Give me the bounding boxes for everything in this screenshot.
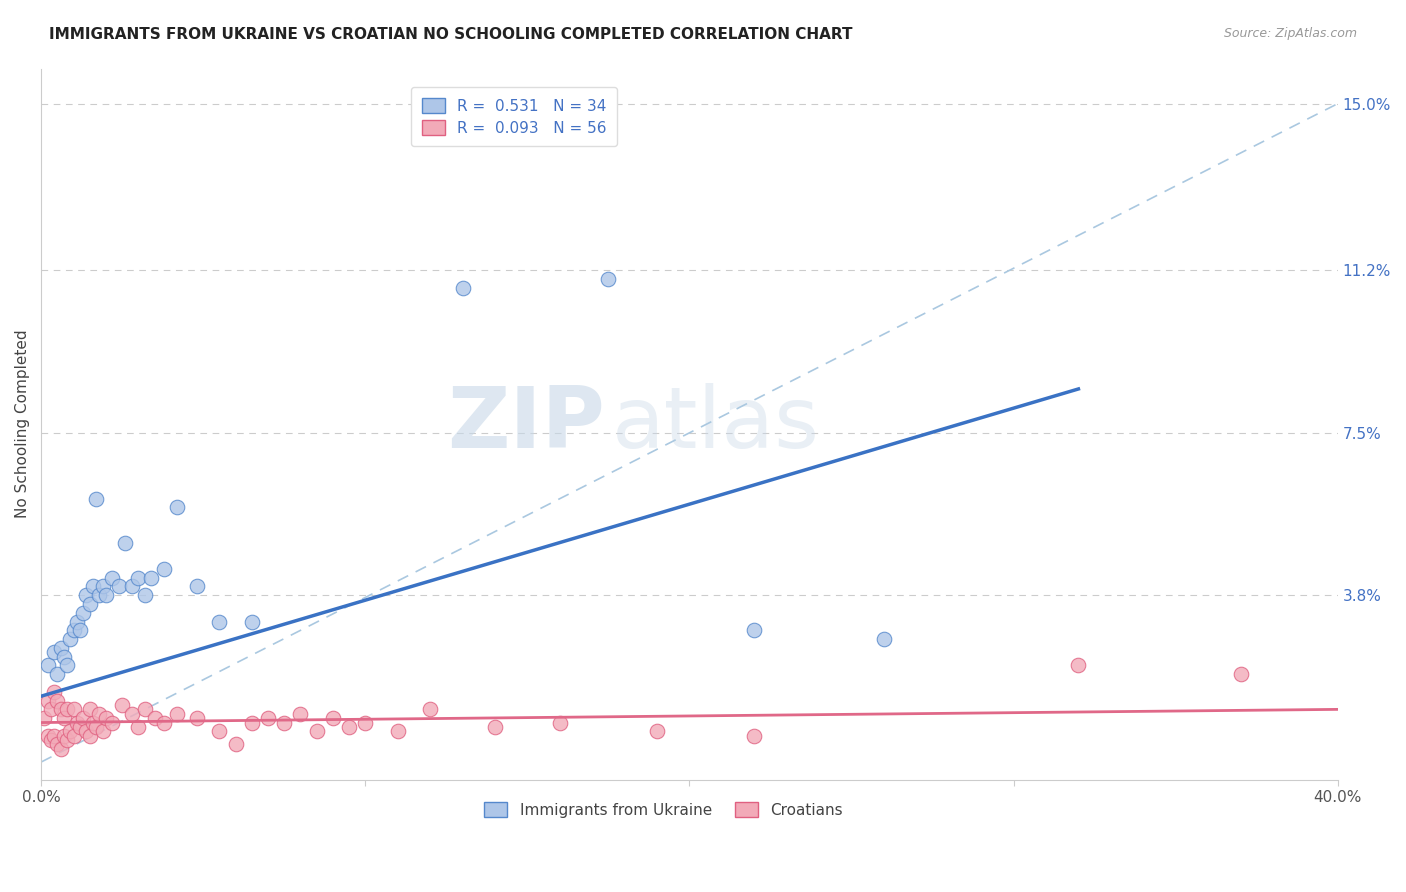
Point (257, 711, 280, 725)
Point (39, 702, 62, 716)
Point (42, 729, 65, 743)
Point (111, 698, 134, 712)
Point (84, 491, 107, 506)
Point (225, 738, 247, 752)
Text: ZIP: ZIP (447, 383, 605, 466)
Point (354, 715, 377, 730)
Point (127, 720, 149, 734)
Point (94, 711, 117, 725)
Point (79, 597, 101, 611)
Point (134, 588, 156, 602)
Text: atlas: atlas (612, 383, 820, 466)
Point (108, 579, 131, 593)
Point (101, 715, 124, 730)
Point (1229, 667, 1251, 681)
Point (186, 579, 208, 593)
Point (91, 724, 114, 739)
Point (114, 535, 136, 549)
Point (121, 579, 143, 593)
Point (52, 729, 75, 743)
Point (153, 562, 176, 576)
Point (322, 711, 344, 725)
Point (39, 733, 62, 747)
Point (166, 500, 188, 515)
Point (42, 645, 65, 659)
Point (49, 640, 72, 655)
Point (66, 615, 89, 629)
Point (451, 281, 474, 295)
Point (598, 272, 620, 286)
Point (49, 742, 72, 756)
Point (49, 702, 72, 716)
Legend: Immigrants from Ukraine, Croatians: Immigrants from Ukraine, Croatians (477, 794, 851, 825)
Point (89, 706, 111, 721)
Point (79, 729, 101, 743)
Point (52, 649, 75, 664)
Point (873, 632, 896, 647)
Point (69, 720, 91, 734)
Point (548, 715, 571, 730)
Point (89, 588, 111, 602)
Point (76, 588, 98, 602)
Point (84, 720, 107, 734)
Point (82, 715, 104, 730)
Point (742, 729, 765, 743)
Point (645, 724, 668, 739)
Point (121, 706, 143, 721)
Point (273, 715, 295, 730)
Text: Source: ZipAtlas.com: Source: ZipAtlas.com (1223, 27, 1357, 40)
Point (46, 667, 69, 681)
Point (42, 685, 65, 699)
Point (290, 706, 312, 721)
Y-axis label: No Schooling Completed: No Schooling Completed (15, 330, 30, 518)
Point (166, 706, 188, 721)
Point (305, 724, 328, 739)
Point (79, 702, 101, 716)
Point (484, 720, 506, 734)
Point (62, 624, 84, 638)
Point (72, 606, 94, 620)
Point (56, 658, 79, 673)
Point (186, 711, 208, 725)
Point (127, 571, 149, 585)
Point (56, 702, 79, 716)
Point (742, 624, 765, 638)
Point (46, 738, 69, 752)
Point (62, 702, 84, 716)
Point (59, 632, 82, 647)
Text: IMMIGRANTS FROM UKRAINE VS CROATIAN NO SCHOOLING COMPLETED CORRELATION CHART: IMMIGRANTS FROM UKRAINE VS CROATIAN NO S… (49, 27, 852, 42)
Point (141, 571, 163, 585)
Point (134, 702, 156, 716)
Point (240, 715, 263, 730)
Point (94, 588, 117, 602)
Point (59, 724, 82, 739)
Point (37, 729, 59, 743)
Point (76, 724, 98, 739)
Point (419, 702, 441, 716)
Point (337, 720, 360, 734)
Point (69, 624, 91, 638)
Point (46, 693, 69, 707)
Point (240, 615, 263, 629)
Point (208, 615, 231, 629)
Point (101, 571, 124, 585)
Point (62, 729, 84, 743)
Point (37, 658, 59, 673)
Point (56, 733, 79, 747)
Point (66, 715, 89, 730)
Point (208, 724, 231, 739)
Point (72, 711, 94, 725)
Point (91, 579, 114, 593)
Point (143, 711, 166, 725)
Point (387, 724, 409, 739)
Point (1067, 658, 1090, 673)
Point (34, 711, 56, 725)
Point (52, 711, 75, 725)
Point (82, 579, 104, 593)
Point (37, 693, 59, 707)
Point (153, 715, 176, 730)
